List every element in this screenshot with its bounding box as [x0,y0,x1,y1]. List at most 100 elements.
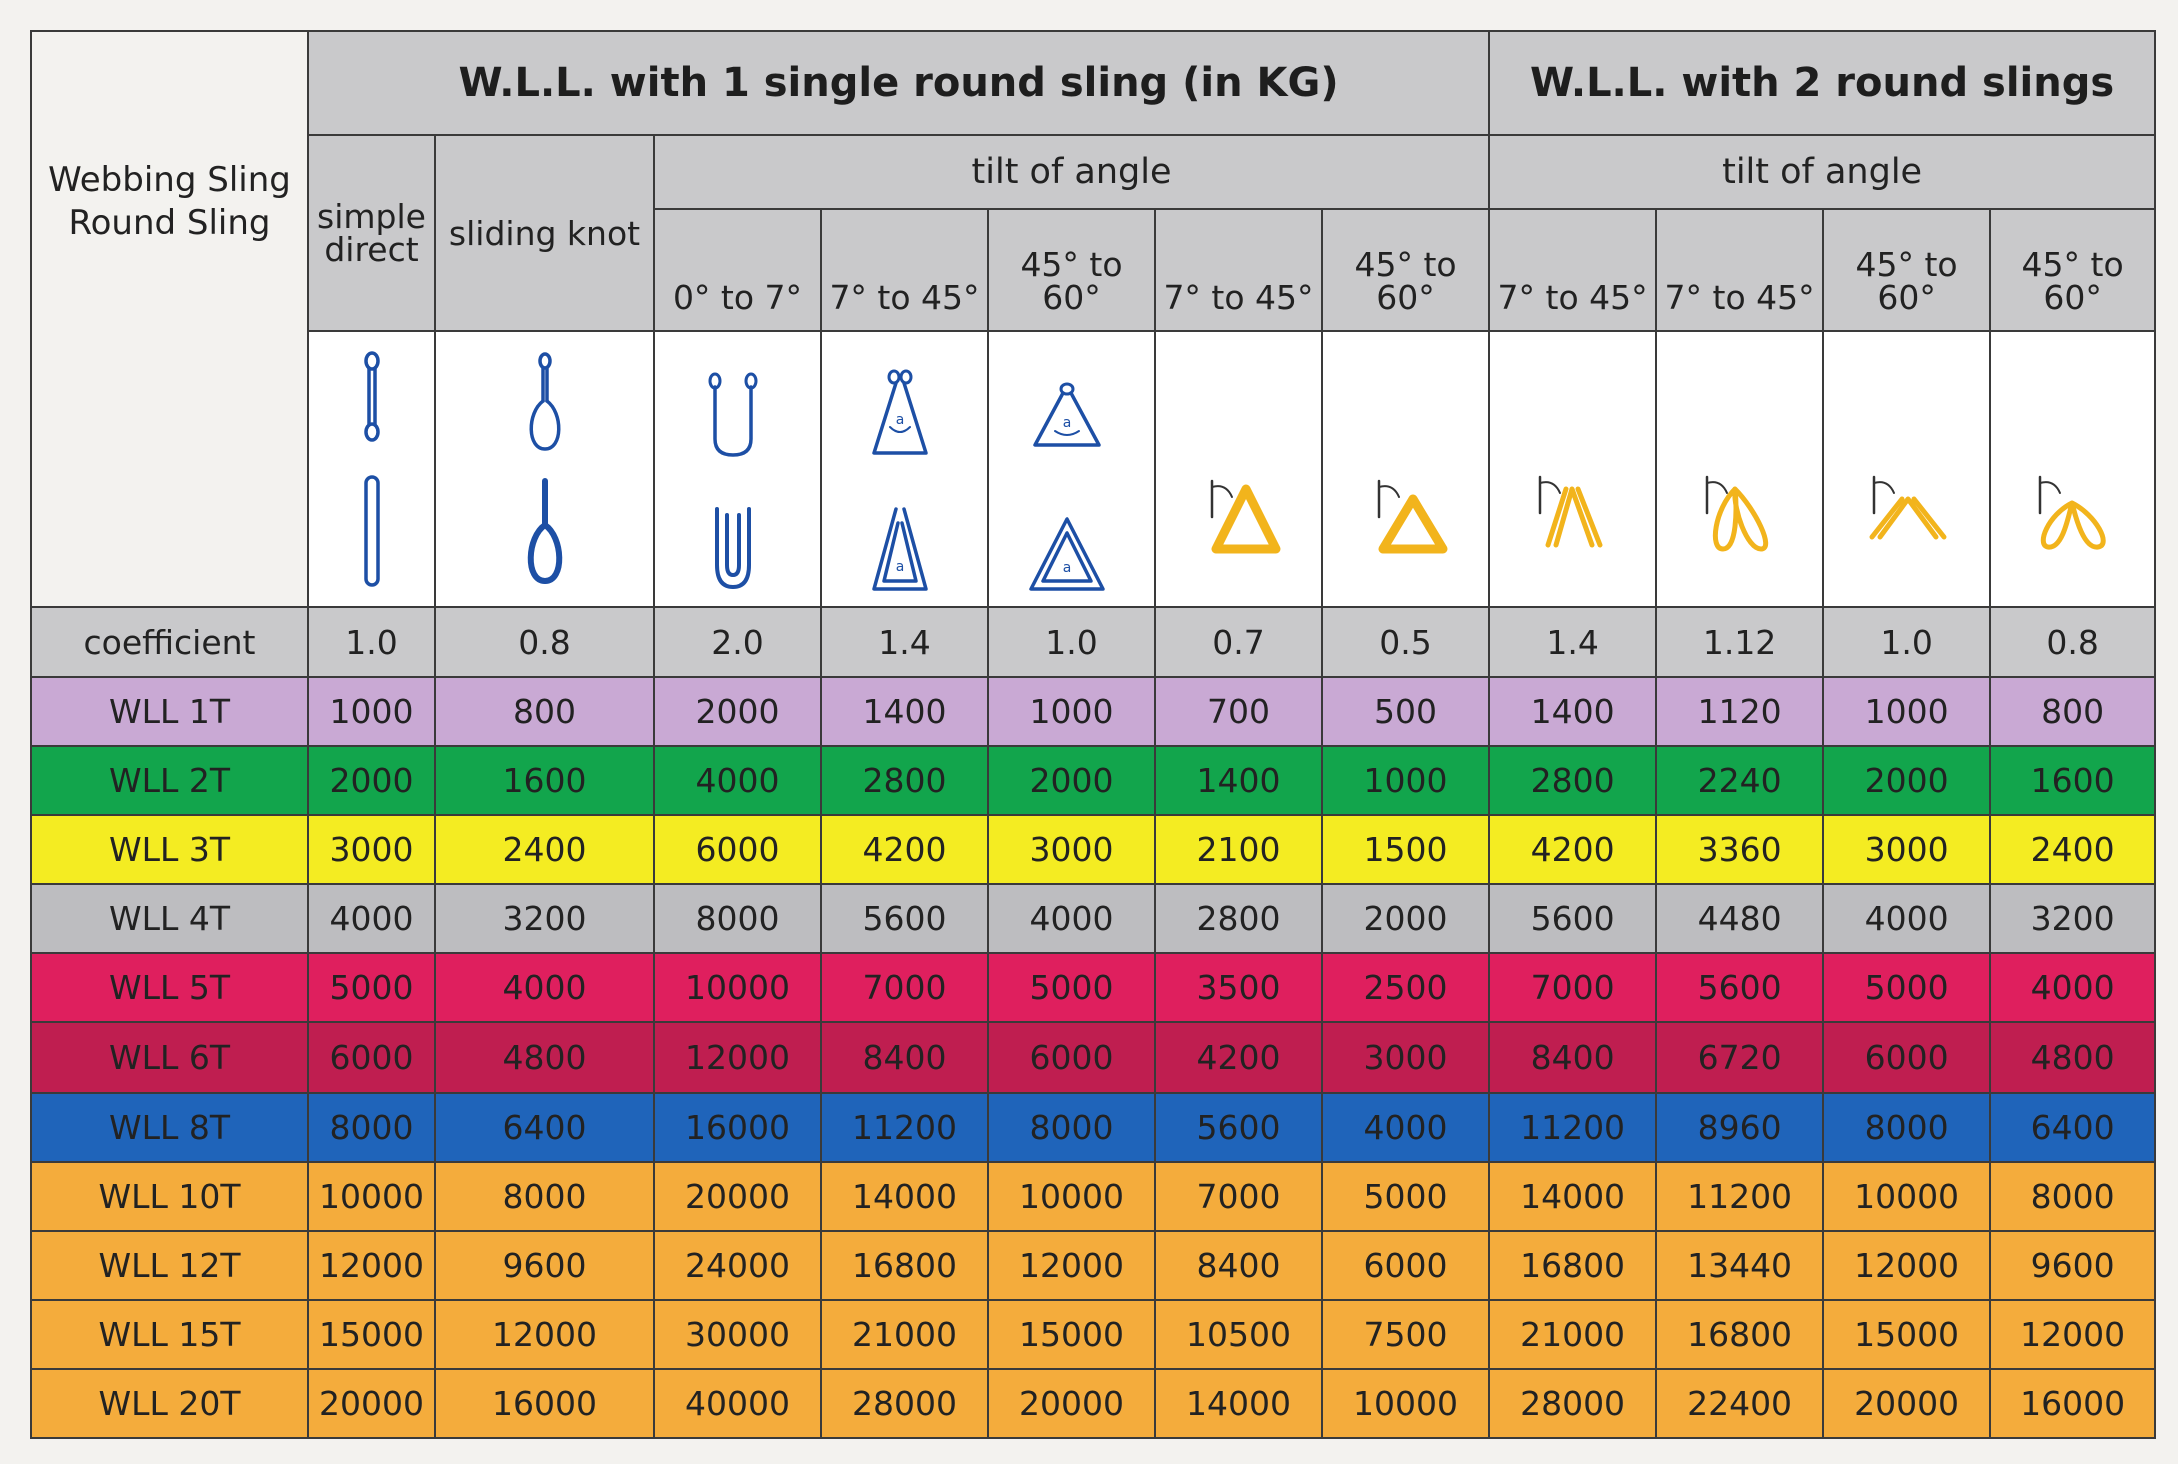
row-label: WLL 2T [30,745,309,816]
table-cell: 3500 [1154,952,1323,1023]
table-cell: 10000 [1320,1368,1491,1439]
table-cell: 11200 [820,1092,989,1163]
table-cell: 10500 [1154,1299,1323,1370]
row-label: WLL 20T [30,1368,309,1439]
table-cell: 7000 [820,952,989,1023]
table-cell: 2000 [1320,883,1491,954]
table-cell: 8000 [307,1092,436,1163]
table-cell: 3000 [307,814,436,885]
working-load-limit-table: Webbing Sling Round Sling W.L.L. with 1 … [30,30,2157,1439]
row-label: WLL 1T [30,676,309,747]
table-cell: 2800 [1488,745,1658,816]
corner-label-webbing: Webbing Sling [48,160,291,200]
row-label: WLL 3T [30,814,309,885]
table-row: WLL 8T 8000 6400 16000 11200 8000 5600 4000 1120… [30,1092,2157,1163]
coefficient-value: 0.5 [1320,606,1491,678]
table-cell: 3360 [1655,814,1825,885]
table-cell: 22400 [1655,1368,1825,1439]
table-cell: 8960 [1655,1092,1825,1163]
table-cell: 700 [1154,676,1323,747]
row-label: WLL 12T [30,1230,309,1301]
table-cell: 6000 [987,1021,1156,1094]
table-cell: 1000 [1822,676,1992,747]
col-header-angle-0: 0° to 7° [653,208,822,332]
table-cell: 2800 [820,745,989,816]
table-cell: 1400 [820,676,989,747]
table-cell: 7500 [1320,1299,1491,1370]
table-cell: 16000 [1989,1368,2157,1439]
table-cell: 16000 [434,1368,655,1439]
table-cell: 5000 [1822,952,1992,1023]
coefficient-value: 2.0 [653,606,822,678]
table-cell: 4480 [1655,883,1825,954]
table-cell: 28000 [820,1368,989,1439]
table-cell: 21000 [820,1299,989,1370]
basket-triangle-60-icon: aa [1028,382,1105,591]
two-loop-slings-45-icon [1705,475,1768,552]
table-cell: 11200 [1488,1092,1658,1163]
table-cell: 15000 [987,1299,1156,1370]
two-loop-slings-60-icon [2038,475,2106,550]
table-cell: 24000 [653,1230,822,1301]
table-cell: 7000 [1488,952,1658,1023]
group-header-single-sling: W.L.L. with 1 single round sling (in KG) [306,30,1491,136]
table-cell: 1000 [987,676,1156,747]
col-header-angle-6: 7° to 45° [1655,208,1825,332]
two-slings-60-icon [1869,475,1947,540]
table-cell: 4800 [434,1021,655,1094]
table-cell: 2800 [1154,883,1323,954]
diagram-angle-0 [653,330,822,608]
table-cell: 1000 [307,676,436,747]
row-label: WLL 5T [30,952,309,1023]
diagram-angle-5 [1488,330,1658,608]
table-cell: 10000 [653,952,822,1023]
table-cell: 11200 [1655,1161,1825,1232]
table-cell: 2500 [1320,952,1491,1023]
coefficient-value: 1.4 [820,606,989,678]
yellow-triangle-60-icon [1377,479,1448,554]
table-cell: 7000 [1154,1161,1323,1232]
table-cell: 20000 [653,1161,822,1232]
table-cell: 1500 [1320,814,1491,885]
table-cell: 12000 [1822,1230,1992,1301]
tilt-header-double: tilt of angle [1488,134,2157,210]
table-cell: 28000 [1488,1368,1658,1439]
col-header-angle-5: 7° to 45° [1488,208,1658,332]
table-cell: 6000 [307,1021,436,1094]
table-cell: 12000 [653,1021,822,1094]
table-cell: 6400 [1989,1092,2157,1163]
table-cell: 1600 [434,745,655,816]
diagram-angle-8 [1989,330,2157,608]
angle-header-row: 0° to 7° 7° to 45° 45° to 60° 7° to 45° 45° … [31,208,2157,332]
coefficient-value: 1.12 [1655,606,1825,678]
table-cell: 20000 [1822,1368,1992,1439]
table-cell: 8000 [1989,1161,2157,1232]
col-header-sliding-knot: sliding knot [434,134,655,332]
diagram-angle-6 [1655,330,1825,608]
table-cell: 4000 [1989,952,2157,1023]
table-cell: 3200 [1989,883,2157,954]
table-cell: 8000 [987,1092,1156,1163]
table-cell: 4000 [1822,883,1992,954]
yellow-triangle-45-icon [1210,479,1280,554]
table-cell: 9600 [1989,1230,2157,1301]
row-label: WLL 10T [30,1161,309,1232]
coefficient-value: 1.0 [307,606,436,678]
table-cell: 8000 [1822,1092,1992,1163]
basket-triangle-45-icon: aa [871,369,928,591]
table-cell: 15000 [307,1299,436,1370]
table-cell: 2000 [1822,745,1992,816]
table-cell: 10000 [987,1161,1156,1232]
table-cell: 6400 [434,1092,655,1163]
table-cell: 5600 [1154,1092,1323,1163]
table-cell: 12000 [307,1230,436,1301]
table-cell: 3000 [1822,814,1992,885]
table-cell: 30000 [653,1299,822,1370]
table-cell: 12000 [1989,1299,2157,1370]
table-cell: 21000 [1488,1299,1658,1370]
coefficient-row: coefficient 1.0 0.8 2.0 1.4 1.0 0.7 0.5 1.4 1.12… [30,606,2157,678]
table-cell: 3000 [1320,1021,1491,1094]
tilt-header-single: tilt of angle [652,134,1491,210]
coefficient-value: 1.0 [987,606,1156,678]
table-cell: 6000 [653,814,822,885]
